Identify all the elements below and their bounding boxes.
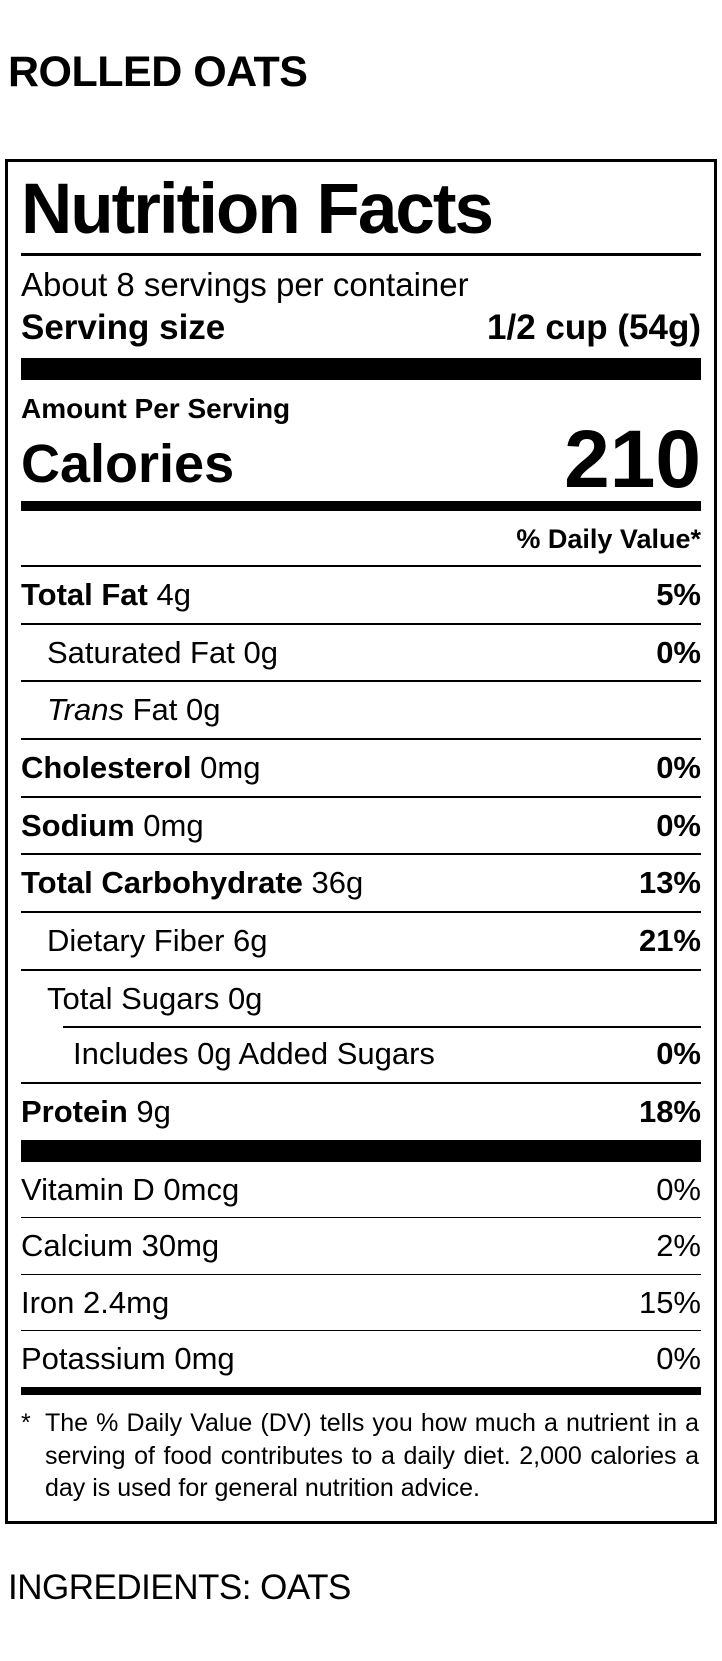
nutrient-row-total-sugars: Total Sugars 0g bbox=[21, 968, 701, 1027]
nutrient-rows: Total Fat 4g 5% Saturated Fat 0g 0% Trans Fa… bbox=[21, 565, 701, 1139]
nutrient-name: Cholesterol 0mg bbox=[21, 750, 261, 786]
nutrient-name: Total Fat 4g bbox=[21, 577, 191, 613]
nutrient-name: Iron 2.4mg bbox=[21, 1284, 170, 1320]
title-rule bbox=[21, 252, 701, 256]
nutrient-row-dietary-fiber: Dietary Fiber 6g 21% bbox=[21, 910, 701, 969]
daily-value-percent: 0% bbox=[656, 634, 701, 670]
nutrient-row-sodium: Sodium 0mg 0% bbox=[21, 795, 701, 854]
daily-value-percent: 0% bbox=[656, 1341, 701, 1377]
daily-value-header: % Daily Value* bbox=[516, 524, 701, 555]
daily-value-percent: 2% bbox=[656, 1228, 701, 1264]
nutrition-facts-title: Nutrition Facts bbox=[21, 170, 494, 249]
nutrient-row-total-carbohydrate: Total Carbohydrate 36g 13% bbox=[21, 853, 701, 911]
product-title: ROLLED OATS bbox=[8, 48, 308, 96]
daily-value-percent: 18% bbox=[638, 1093, 701, 1129]
nutrient-name: Protein 9g bbox=[21, 1093, 171, 1129]
nutrient-name: Trans Fat 0g bbox=[47, 692, 221, 728]
page: ROLLED OATS Nutrition Facts About 8 serv… bbox=[5, 48, 717, 1607]
amount-per-serving-label: Amount Per Serving bbox=[21, 393, 291, 425]
nutrient-row-trans: Trans Fat 0g bbox=[21, 680, 701, 738]
daily-value-percent: 5% bbox=[656, 577, 701, 613]
nutrient-name: Total Carbohydrate 36g bbox=[21, 865, 364, 901]
nutrient-row-protein: Protein 9g 18% bbox=[21, 1081, 701, 1140]
calories-value: 210 bbox=[564, 413, 701, 505]
nutrient-row-cholesterol: Cholesterol 0mg 0% bbox=[21, 738, 701, 796]
nutrient-name: Dietary Fiber 6g bbox=[47, 922, 268, 958]
nutrient-row-saturated-fat: Saturated Fat 0g 0% bbox=[21, 622, 701, 681]
vitamin-row-calcium: Calcium 30mg 2% bbox=[21, 1217, 701, 1274]
calories-label: Calories bbox=[21, 434, 235, 495]
ingredients-statement: INGREDIENTS: OATS bbox=[8, 1567, 351, 1607]
servings-per-container: About 8 servings per container bbox=[21, 265, 469, 303]
nutrient-row-total-fat: Total Fat 4g 5% bbox=[21, 565, 701, 623]
nutrient-name: Total Sugars 0g bbox=[47, 980, 263, 1016]
divider-thick-top bbox=[21, 358, 701, 381]
daily-value-percent: 13% bbox=[638, 865, 701, 901]
nutrient-name: Calcium 30mg bbox=[21, 1228, 220, 1264]
nutrient-name: Sodium 0mg bbox=[21, 807, 204, 843]
nutrition-facts-label: Nutrition Facts About 8 servings per con… bbox=[5, 159, 717, 1524]
daily-value-percent: 15% bbox=[638, 1284, 701, 1320]
divider-medium-vitamins bbox=[21, 1387, 701, 1396]
nutrient-name: Potassium 0mg bbox=[21, 1341, 235, 1377]
divider-medium-calories bbox=[21, 501, 701, 512]
nutrient-name: Vitamin D 0mcg bbox=[21, 1171, 240, 1207]
footnote-text: The % Daily Value (DV) tells you how muc… bbox=[45, 1409, 699, 1503]
vitamin-rows: Vitamin D 0mcg 0% Calcium 30mg 2% Iron 2.4mg… bbox=[21, 1162, 701, 1388]
calories-row: Calories 210 bbox=[21, 413, 701, 505]
serving-size-value: 1/2 cup (54g) bbox=[487, 308, 701, 348]
nutrient-name: Includes 0g Added Sugars bbox=[73, 1036, 435, 1072]
serving-size-row: Serving size 1/2 cup (54g) bbox=[21, 306, 701, 358]
vitamin-row-iron: Iron 2.4mg 15% bbox=[21, 1273, 701, 1331]
daily-value-percent: 0% bbox=[656, 1171, 701, 1207]
serving-size-label: Serving size bbox=[21, 308, 226, 348]
divider-thick-protein bbox=[21, 1139, 701, 1162]
vitamin-row-potassium: Potassium 0mg 0% bbox=[21, 1330, 701, 1387]
footnote: * The % Daily Value (DV) tells you how m… bbox=[21, 1395, 701, 1509]
daily-value-percent: 21% bbox=[638, 922, 701, 958]
daily-value-percent: 0% bbox=[656, 807, 701, 843]
daily-value-percent: 0% bbox=[656, 750, 701, 786]
footnote-asterisk: * bbox=[21, 1409, 31, 1438]
vitamin-row-vitamin-d: Vitamin D 0mcg 0% bbox=[21, 1162, 701, 1218]
nutrient-name: Saturated Fat 0g bbox=[47, 634, 278, 670]
daily-value-percent: 0% bbox=[656, 1036, 701, 1072]
nutrient-row-includes-0g-added-sugars: Includes 0g Added Sugars 0% bbox=[21, 1026, 701, 1082]
